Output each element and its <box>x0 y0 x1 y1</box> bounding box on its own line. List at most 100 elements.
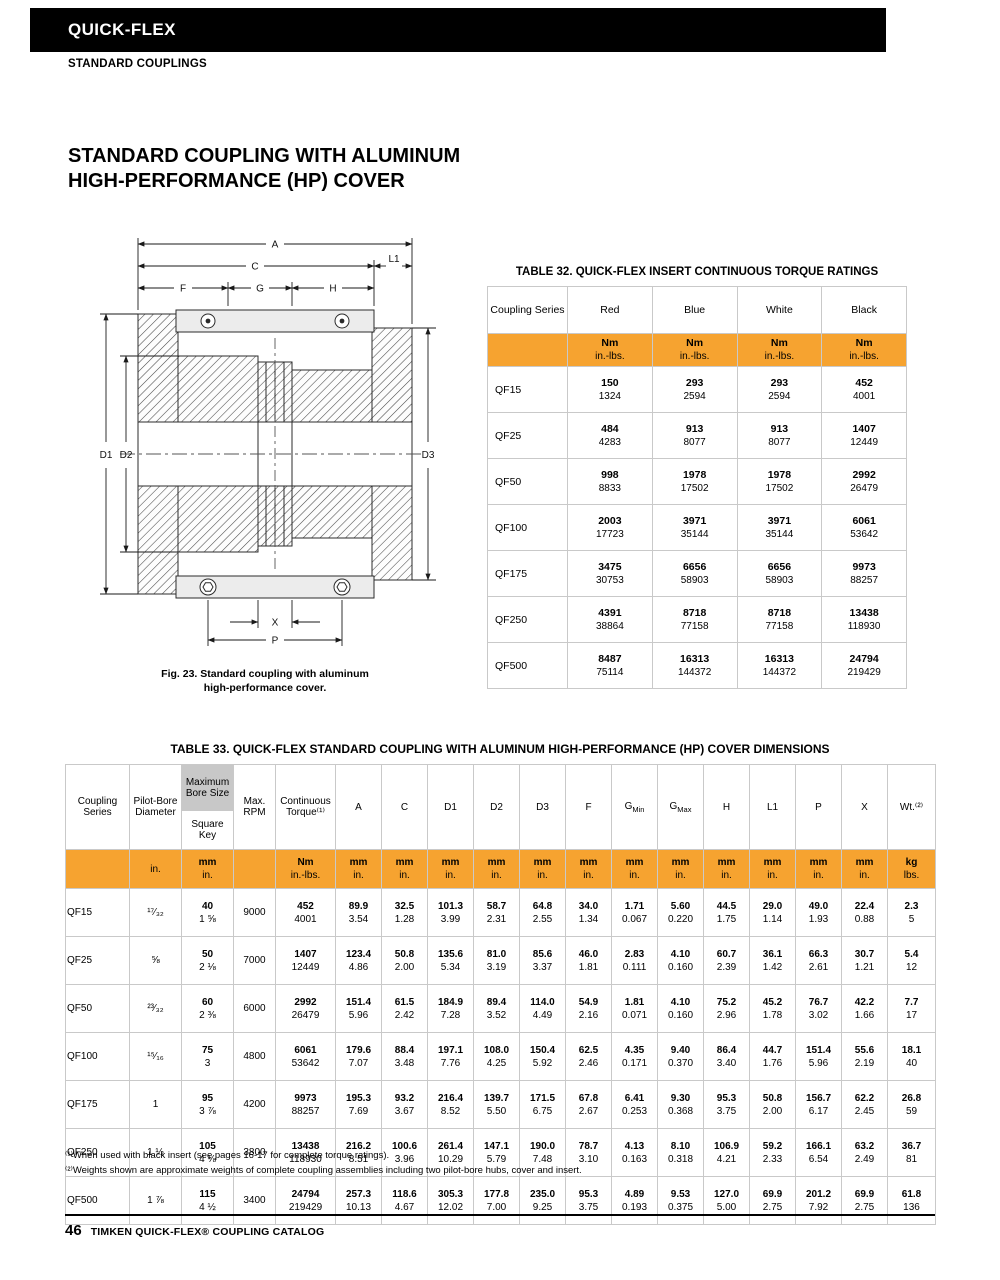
value-imperial: 2.55 <box>532 913 553 925</box>
value-metric: 998 <box>601 468 619 481</box>
value-metric: 452 <box>297 900 314 912</box>
dimension-cell: 139.7 5.50 <box>473 1080 520 1129</box>
torque-value-cell: 150 1324 <box>567 366 653 413</box>
column-header: F <box>565 764 612 850</box>
dimension-cell: 5.4 12 <box>887 936 936 985</box>
dimension-cell: 305.3 12.02 <box>427 1176 474 1225</box>
value-imperial: 0.220 <box>667 913 694 925</box>
value-imperial: 8077 <box>683 436 706 448</box>
torque-value-cell: 16313 144372 <box>651 642 738 689</box>
value-metric: 171.5 <box>529 1092 556 1104</box>
dimension-cell: 9.40 0.370 <box>657 1032 704 1081</box>
dimension-cell: 7.7 17 <box>887 984 936 1033</box>
value-metric: 50.8 <box>762 1092 783 1104</box>
dimension-row: QF100 ¹⁵⁄₁₆ 75 3 4800 6061 53642 179.6 7.07 88.4 3… <box>65 1032 936 1081</box>
value-metric: 36.1 <box>762 948 783 960</box>
value-imperial: 0.368 <box>667 1105 694 1117</box>
value-imperial: 118930 <box>847 620 881 632</box>
value-metric: 484 <box>601 422 619 435</box>
torque-value-cell: 8487 75114 <box>567 642 653 689</box>
value-imperial: 4.25 <box>486 1057 507 1069</box>
dimension-cell: 4200 <box>233 1080 276 1129</box>
value-imperial: 0.067 <box>621 913 648 925</box>
torque-value-cell: 16313 144372 <box>736 642 823 689</box>
column-header: H <box>703 764 750 850</box>
dimension-cell: 89.9 3.54 <box>335 888 382 937</box>
value-metric: 913 <box>685 422 704 435</box>
dimension-cell: 190.0 7.48 <box>519 1128 566 1177</box>
value-metric: 59.2 <box>762 1140 783 1152</box>
value-imperial: 2.31 <box>486 913 507 925</box>
value-imperial: 219429 <box>288 1201 323 1213</box>
unit-cell: mm in. <box>749 849 796 889</box>
value-imperial: 3.99 <box>440 913 461 925</box>
dimension-cell: 75 3 <box>181 1032 234 1081</box>
dimension-cell: 24794 219429 <box>275 1176 336 1225</box>
value-imperial: 2.75 <box>762 1201 783 1213</box>
value-imperial: 3.67 <box>394 1105 415 1117</box>
value-metric: 45.2 <box>762 996 783 1008</box>
value-imperial: 5.50 <box>486 1105 507 1117</box>
value-imperial: 3.48 <box>394 1057 415 1069</box>
value-metric: 135.6 <box>437 948 464 960</box>
torque-table-body: QF15 150 1324 293 2594 293 2594 452 4001 QF25 484 4… <box>487 366 907 689</box>
dimension-cell: 118.6 4.67 <box>381 1176 428 1225</box>
value-imperial: 3.75 <box>716 1105 737 1117</box>
dimension-cell: 235.0 9.25 <box>519 1176 566 1225</box>
column-header: D2 <box>473 764 520 850</box>
unit-cell: mm in. <box>181 849 234 889</box>
value-metric: 88.4 <box>394 1044 415 1056</box>
dimension-cell: 1.81 0.071 <box>611 984 658 1033</box>
value-imperial: 6.75 <box>532 1105 553 1117</box>
unit-cell: mm in. <box>335 849 382 889</box>
table33-title: TABLE 33. QUICK-FLEX STANDARD COUPLING W… <box>170 742 830 756</box>
unit-cell: Nm in.-lbs. <box>736 333 823 367</box>
value-imperial: 0.111 <box>622 961 647 973</box>
unit-imperial: in.-lbs. <box>679 351 710 362</box>
value-metric: 151.4 <box>345 996 372 1008</box>
value-metric: 60.7 <box>716 948 737 960</box>
torque-ratings-section: TABLE 32. QUICK-FLEX INSERT CONTINUOUS T… <box>487 266 907 689</box>
dimension-cell: 75.2 2.96 <box>703 984 750 1033</box>
dim-table-body: QF15 ¹⁷⁄₃₂ 40 1 ⅝ 9000 452 4001 89.9 3.54 32.5 1.2… <box>65 888 936 1225</box>
dimension-cell: 114.0 4.49 <box>519 984 566 1033</box>
dimension-cell: 50 2 ⅛ <box>181 936 234 985</box>
value-metric: 32.5 <box>394 900 415 912</box>
value-metric: 1407 <box>852 422 876 435</box>
dimension-cell: 1407 12449 <box>275 936 336 985</box>
value-imperial: 0.318 <box>667 1153 694 1165</box>
value-imperial: 1.28 <box>394 913 415 925</box>
column-header-black: Black <box>821 286 907 334</box>
column-header-white: White <box>736 286 823 334</box>
dimension-cell: 151.4 5.96 <box>335 984 382 1033</box>
dimension-cell: 9973 88257 <box>275 1080 336 1129</box>
value-imperial: 9.25 <box>532 1201 553 1213</box>
column-header: GMin <box>611 764 658 850</box>
column-header: Pilot-Bore Diameter <box>129 764 182 850</box>
torque-value-cell: 2992 26479 <box>821 458 907 505</box>
value-metric: 36.7 <box>901 1140 922 1152</box>
value-metric: Nm <box>297 857 314 868</box>
value-metric: 8.10 <box>670 1140 691 1152</box>
dimension-cell: 66.3 2.61 <box>795 936 842 985</box>
dim-label-f: F <box>180 284 186 295</box>
value-imperial: in. <box>859 870 870 881</box>
dim-label-x: X <box>272 618 279 629</box>
torque-value-cell: 484 4283 <box>567 412 653 459</box>
value-metric: 13438 <box>849 606 879 619</box>
value-imperial: 0.171 <box>621 1057 648 1069</box>
torque-header-row: Coupling Series Red Blue White Black <box>487 286 907 334</box>
value-imperial: 2 ⅜ <box>199 1009 216 1021</box>
dimension-cell: 1 <box>129 1080 182 1129</box>
dimension-cell: 123.4 4.86 <box>335 936 382 985</box>
dimensions-section: TABLE 33. QUICK-FLEX STANDARD COUPLING W… <box>65 742 936 1225</box>
value-imperial: 8833 <box>598 482 621 494</box>
unit-cell <box>233 849 276 889</box>
footnotes: ⁽¹⁾When used with black insert (see page… <box>65 1148 582 1178</box>
torque-row: QF50 998 8833 1978 17502 1978 17502 2992 26479 <box>487 458 907 505</box>
value-imperial: 2.45 <box>854 1105 875 1117</box>
value-metric: 81.0 <box>486 948 507 960</box>
unit-cell: mm in. <box>703 849 750 889</box>
value-imperial: in. <box>491 870 502 881</box>
dimension-cell: 8.10 0.318 <box>657 1128 704 1177</box>
